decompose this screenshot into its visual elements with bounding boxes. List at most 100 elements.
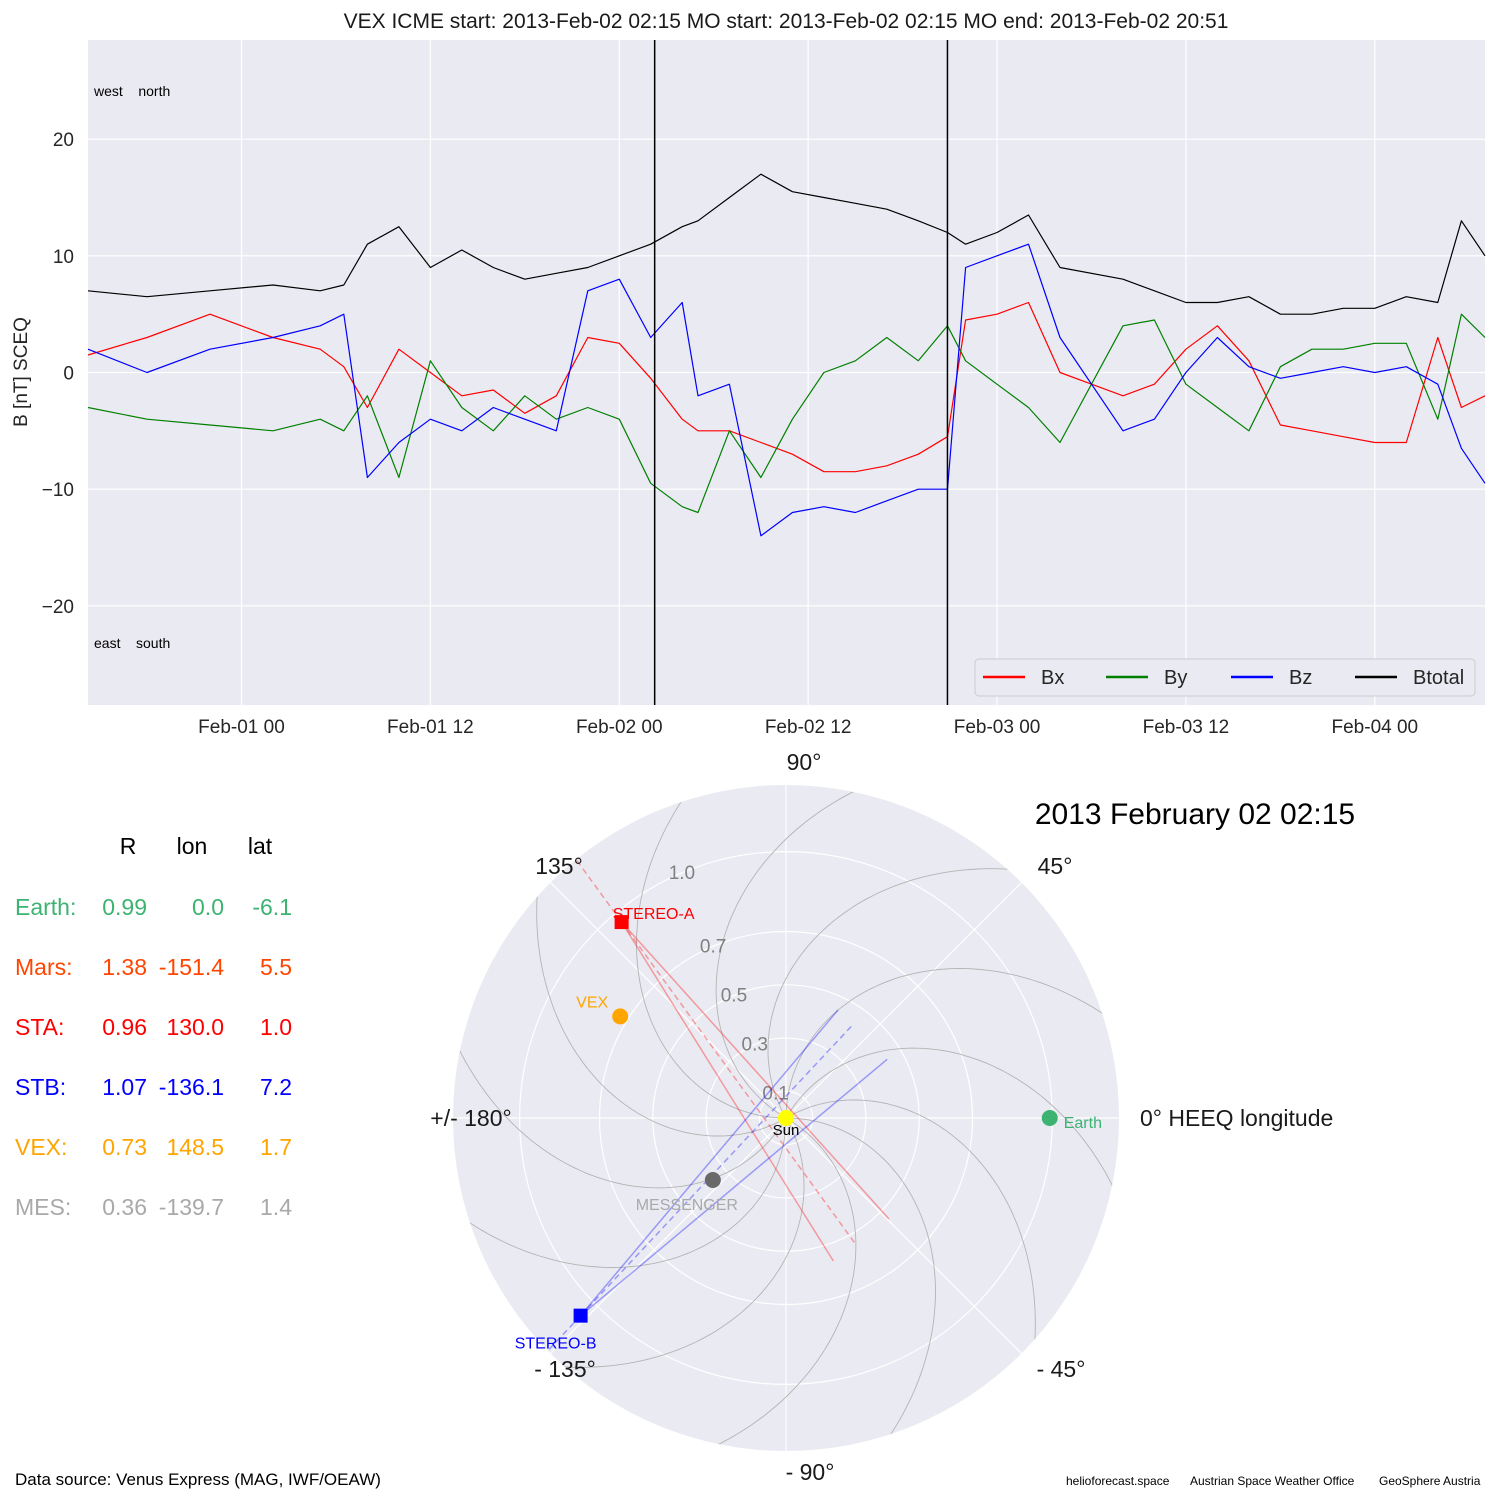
polar-ring — [652, 984, 920, 1252]
table-row-label: STA: — [15, 1014, 64, 1040]
radial-tick-label: 0.5 — [721, 985, 747, 1006]
table-cell-lon: -151.4 — [159, 954, 224, 980]
earth-label: Earth — [1064, 1115, 1102, 1132]
radial-tick-label: 1.0 — [669, 863, 695, 884]
table-cell-lon: -139.7 — [159, 1194, 224, 1220]
parker-spiral — [551, 1117, 805, 1368]
table-cell-lat: 5.5 — [260, 954, 292, 980]
table-rows: Earth: 0.99 0.0 -6.1 Mars: 1.38 -151.4 5.5 STA: 0… — [15, 894, 292, 1220]
table-header-lat: lat — [248, 833, 273, 859]
legend-label-bz: Bz — [1289, 667, 1312, 689]
y-axis-label: B [nT] SCEQ — [11, 317, 32, 427]
series-line-btotal — [87, 173, 1486, 315]
stereo-a-marker — [614, 915, 629, 930]
messenger-label: MESSENGER — [636, 1197, 738, 1214]
angle-label-135: 135° — [535, 853, 583, 879]
x-tick-label: Feb-01 00 — [198, 717, 285, 738]
y-tick-label: 0 — [63, 364, 74, 385]
angle-label-45: 45° — [1038, 853, 1073, 879]
series-line-bx — [87, 301, 1486, 473]
parker-spiral — [785, 968, 1113, 1119]
chart-title: VEX ICME start: 2013-Feb-02 02:15 MO sta… — [344, 10, 1229, 33]
parker-spiral — [715, 785, 865, 1119]
table-header-r: R — [120, 833, 137, 859]
table-cell-lon: -136.1 — [159, 1074, 224, 1100]
messenger-marker — [704, 1172, 721, 1189]
table-cell-r: 0.99 — [102, 894, 147, 920]
polar-spoke — [785, 1117, 1022, 1354]
x-tick-label: Feb-03 00 — [954, 717, 1041, 738]
parker-spiral — [785, 1099, 1036, 1353]
table-cell-lon: 130.0 — [166, 1014, 224, 1040]
sun-marker — [778, 1110, 794, 1126]
credit-helioforecast: helioforecast.space — [1066, 1474, 1170, 1488]
x-tick-label: Feb-02 00 — [576, 717, 663, 738]
legend-frame — [974, 658, 1476, 697]
y-tick-label: −20 — [42, 597, 74, 618]
credit-geosphere: GeoSphere Austria — [1379, 1474, 1481, 1488]
fov-dashed-line — [580, 1023, 855, 1317]
table-header-lon: lon — [177, 833, 208, 859]
legend: Bx By Bz Btotal — [974, 658, 1476, 697]
series-line-bz — [87, 243, 1486, 537]
sun-label: Sun — [773, 1122, 800, 1139]
x-tick-label: Feb-03 12 — [1143, 717, 1230, 738]
table-cell-lat: 1.4 — [260, 1194, 292, 1220]
fov-line — [620, 921, 835, 1262]
polar-ring — [598, 930, 974, 1306]
table-cell-lat: -6.1 — [252, 894, 292, 920]
legend-label-btotal: Btotal — [1413, 667, 1464, 689]
table-row-label: MES: — [15, 1194, 71, 1220]
y-tick-label: 20 — [53, 130, 74, 151]
x-tick-label: Feb-01 12 — [387, 717, 474, 738]
table-cell-lon: 148.5 — [166, 1134, 224, 1160]
parker-spirals — [453, 785, 1119, 1451]
table-cell-r: 1.07 — [102, 1074, 147, 1100]
data-source: Data source: Venus Express (MAG, IWF/OEA… — [15, 1470, 381, 1489]
polar-spoke — [550, 1117, 787, 1354]
table-row-label: Mars: — [15, 954, 73, 980]
y-tick-label: 10 — [53, 247, 74, 268]
angle-label-90: 90° — [787, 749, 822, 775]
radial-tick-label: 0.3 — [742, 1034, 768, 1055]
x-tick-labels: Feb-01 00 Feb-01 12 Feb-02 00 Feb-02 12 Feb-… — [198, 717, 1418, 738]
table-row-label: VEX: — [15, 1134, 67, 1160]
fov-line — [621, 921, 890, 1220]
parker-spiral — [707, 1117, 857, 1451]
angle-label-180: +/- 180° — [430, 1105, 511, 1131]
polar-title: 2013 February 02 02:15 — [1035, 798, 1355, 831]
series-layer — [87, 173, 1486, 537]
y-tick-labels: −20 −10 0 10 20 — [42, 130, 74, 618]
table-row-label: Earth: — [15, 894, 76, 920]
fov-line — [580, 1009, 839, 1317]
table-row-label: STB: — [15, 1074, 66, 1100]
polar-ring — [705, 1037, 867, 1199]
table-cell-lat: 1.0 — [260, 1014, 292, 1040]
stereo-a-label: STEREO-A — [613, 906, 695, 923]
parker-spiral — [459, 1117, 787, 1268]
stereo-b-label: STEREO-B — [515, 1336, 597, 1353]
angle-label-0: 0° HEEQ longitude — [1140, 1105, 1333, 1131]
fov-dashed-line — [621, 921, 858, 1246]
y-tick-label: −10 — [42, 480, 74, 501]
parker-spiral — [636, 791, 787, 1119]
vex-marker — [612, 1008, 629, 1025]
corner-label-bottom: east south — [94, 635, 170, 651]
body-markers: Sun Earth STEREO-A STEREO-B VEX MESSENGER — [515, 906, 1102, 1353]
corner-label-top: west north — [93, 83, 170, 99]
polar-ring — [758, 1090, 814, 1146]
parker-spiral — [453, 1039, 787, 1189]
parker-spiral — [767, 868, 1021, 1119]
x-tick-label: Feb-04 00 — [1332, 717, 1419, 738]
polar-spoke — [550, 882, 787, 1119]
parker-spiral — [785, 1047, 1119, 1197]
radial-tick-label: 0.7 — [700, 936, 726, 957]
table-cell-r: 0.73 — [102, 1134, 147, 1160]
series-line-by — [87, 313, 1486, 514]
radial-tick-label: 0.1 — [762, 1083, 788, 1104]
earth-marker — [1041, 1110, 1058, 1126]
polar-plot: 0.1 0.3 0.5 0.7 1.0 Sun Earth STEREO-A STEREO-B V… — [430, 749, 1333, 1485]
legend-label-bx: Bx — [1041, 667, 1064, 689]
polar-spoke — [785, 882, 1022, 1119]
